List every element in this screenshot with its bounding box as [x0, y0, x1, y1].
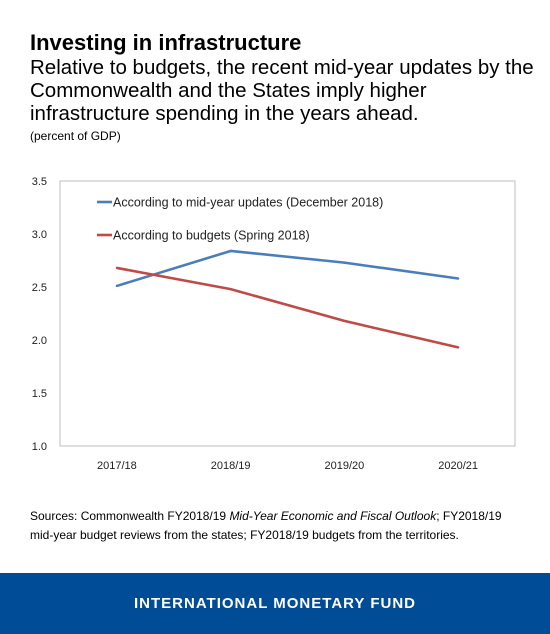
series-line-1 [116, 249, 459, 288]
units-label: (percent of GDP) [30, 129, 121, 143]
chart-header: Investing in infrastructure Relative to … [30, 30, 535, 144]
y-tick-label: 3.0 [32, 229, 47, 241]
imf-footer-banner: INTERNATIONAL MONETARY FUND [0, 573, 550, 634]
x-tick-label: 2018/19 [211, 460, 251, 472]
data-point [229, 287, 232, 291]
x-tick-label: 2019/20 [324, 460, 364, 472]
plot-area-frame [59, 180, 516, 447]
source-italic: Mid-Year Economic and Fiscal Outlook [229, 509, 437, 523]
source-note: Sources: Commonwealth FY2018/19 Mid-Year… [30, 507, 525, 545]
footer-label: INTERNATIONAL MONETARY FUND [134, 595, 416, 612]
data-point [343, 319, 346, 323]
data-point [115, 284, 119, 288]
data-point [343, 261, 346, 264]
data-point [456, 346, 460, 349]
series-line-2 [116, 266, 459, 349]
legend-label-2: According to budgets (Spring 2018) [113, 229, 310, 243]
chart-title: Investing in infrastructure [30, 30, 302, 55]
y-tick-label: 1.5 [32, 388, 47, 400]
y-tick-label: 2.5 [32, 282, 47, 294]
x-tick-label: 2017/18 [97, 460, 137, 472]
legend-label-1: According to mid-year updates (December … [113, 196, 383, 210]
y-tick-label: 2.0 [32, 335, 47, 347]
x-tick-label: 2020/21 [438, 460, 478, 472]
source-suffix: ; FY2018/19 mid-year budget reviews from… [30, 509, 502, 542]
y-tick-label: 3.5 [32, 176, 47, 188]
chart-subtitle: Relative to budgets, the recent mid-year… [30, 56, 534, 125]
source-prefix: Sources: Commonwealth FY2018/19 [30, 509, 230, 523]
line-chart: 1.0 1.5 2.0 2.5 3.0 3.5 2017/18 2018/19 2019/20 2… [32, 176, 516, 472]
data-point [456, 277, 460, 280]
data-point [115, 266, 119, 270]
y-tick-label: 1.0 [32, 441, 47, 453]
data-point [229, 249, 232, 253]
